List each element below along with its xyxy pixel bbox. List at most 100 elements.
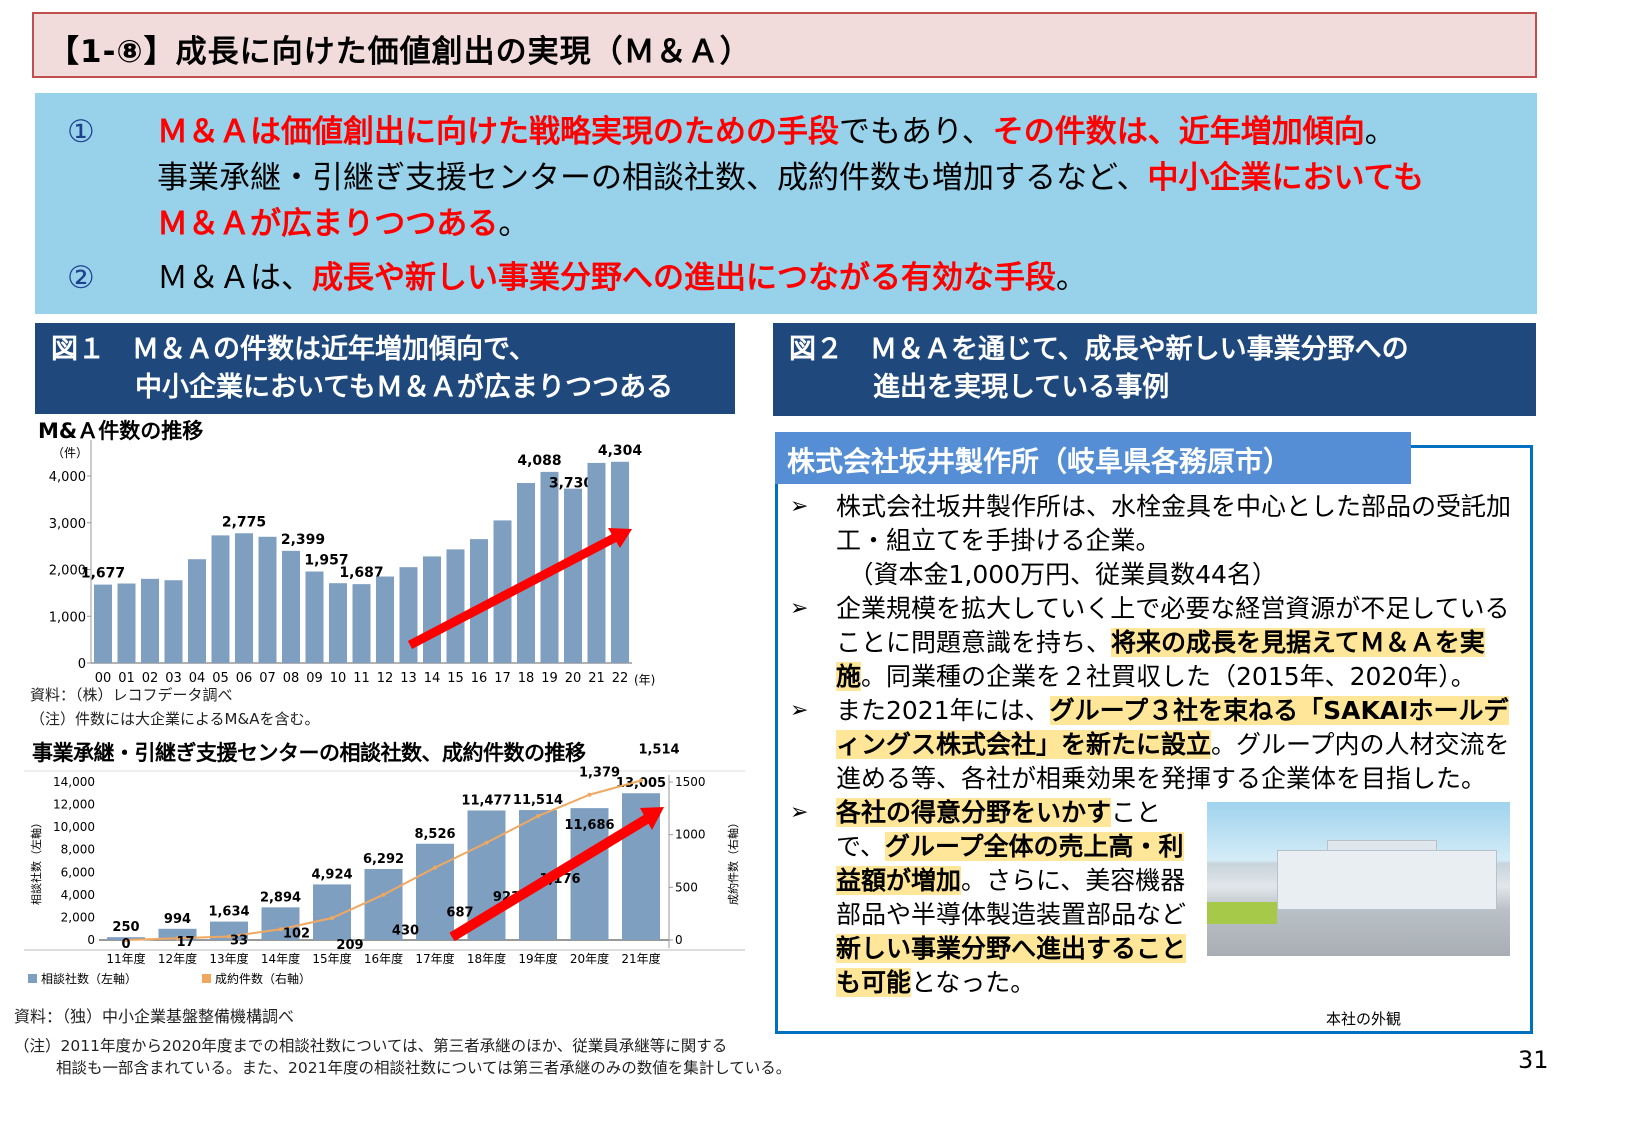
bar-data-label: 11,514	[513, 793, 563, 808]
right-tick-label: 1500	[675, 775, 706, 789]
bar	[141, 578, 159, 663]
summary-box: ① Ｍ＆Ａは価値創出に向けた戦略実現のための手段でもあり、その件数は、近年増加傾向…	[35, 93, 1537, 314]
left-tick-label: 4,000	[61, 888, 95, 902]
page-number: 31	[1518, 1046, 1549, 1074]
x-tick-label: 19年度	[518, 951, 557, 966]
highlighted-text: 各社の得意分野をいかす	[836, 798, 1112, 827]
case-bullet-text: 企業規模を拡大していく上で必要な経営資源が不足していることに問題意識を持ち、将来…	[836, 592, 1525, 694]
body-text: となった。	[911, 968, 1036, 997]
case-bullet-text: また2021年には、グループ３社を束ねる「SAKAIホールディングス株式会社」を…	[836, 694, 1525, 796]
bar	[470, 539, 488, 663]
line-data-label: 17	[176, 935, 194, 950]
y-axis-unit: （件）	[52, 446, 88, 460]
x-tick-label: 11年度	[106, 951, 145, 966]
x-tick-label: 15年度	[312, 951, 351, 966]
body-text: また2021年には、	[836, 696, 1050, 725]
chart2-note-line1: （注）2011年度から2020年度までの相談社数については、第三者承継のほか、従…	[14, 1037, 728, 1055]
x-tick-label: 13	[400, 671, 417, 686]
left-tick-label: 14,000	[53, 775, 95, 789]
bar-data-label: 11,686	[564, 818, 614, 833]
x-tick-label: 07	[259, 671, 276, 686]
x-tick-label: 13年度	[209, 951, 248, 966]
bar-data-label: 13,005	[616, 776, 666, 791]
x-tick-label: 05	[212, 671, 229, 686]
line-data-label: 33	[230, 934, 248, 949]
emphasis-text: Ｍ＆Ａが広まりつつある	[157, 206, 499, 242]
headquarters-photo	[1207, 802, 1510, 956]
trend-arrow-1	[407, 532, 621, 649]
bar	[376, 576, 394, 663]
chart2-source: 資料：（独）中小企業基盤整備機構調べ	[14, 1007, 295, 1026]
chart1-note: （注）件数には大企業によるM&Aを含む。	[30, 710, 320, 728]
data-label: 2,775	[222, 514, 266, 530]
emphasis-text: 中小企業においても	[1147, 160, 1424, 196]
x-tick-label: 12年度	[158, 951, 197, 966]
line-data-label: 1,514	[638, 743, 679, 758]
x-tick-label: 16年度	[364, 951, 403, 966]
bar	[517, 483, 535, 663]
x-tick-label: 14	[424, 671, 441, 686]
body-text: 企業規模を拡大していく上で必要な経営資源が不足していることに問題意識を持ち、	[836, 594, 1510, 657]
x-tick-label: 04	[189, 671, 206, 686]
slide-title: 【1-⑧】成長に向けた価値創出の実現（Ｍ＆Ａ）	[32, 12, 1537, 78]
summary-item-number: ①	[67, 114, 95, 150]
data-label: 2,399	[281, 532, 325, 548]
left-tick-label: 6,000	[61, 865, 95, 879]
figure1-header: 図１ Ｍ＆Ａの件数は近年増加傾向で、 中小企業においてもＭ＆Ａが広まりつつある	[35, 323, 735, 414]
bar-data-label: 2,894	[260, 890, 301, 905]
bar	[117, 583, 136, 663]
emphasis-text: 成長や新しい事業分野への進出につながる有効な手段	[312, 260, 1056, 296]
data-label: 4,088	[517, 453, 561, 469]
x-tick-label: 06	[236, 671, 253, 686]
trend-arrow-2	[449, 812, 653, 942]
bar	[364, 868, 403, 940]
line-point	[536, 814, 540, 819]
bar	[94, 584, 112, 663]
trend-arrow-2-head	[640, 807, 664, 830]
x-tick-label: 01	[118, 671, 135, 686]
bar	[570, 808, 609, 940]
line-point	[587, 792, 592, 797]
case-bullet: ➢ 企業規模を拡大していく上で必要な経営資源が不足していることに問題意識を持ち、将…	[790, 592, 1525, 694]
arrowhead-bullet-icon: ➢	[790, 698, 809, 723]
bar	[164, 580, 183, 663]
chart1-title: M&Ａ件数の推移	[38, 419, 204, 443]
x-tick-label: 03	[165, 671, 182, 686]
x-tick-label: 21	[588, 671, 605, 686]
x-tick-label: 20	[565, 671, 582, 686]
body-text: 。グループ内の人材交流を進める等、各社が相乗効果を発揮する企業体を目指した。	[836, 730, 1510, 793]
chart1-source: 資料：（株）レコフデータ調べ	[30, 686, 233, 704]
bar-data-label: 1,634	[208, 905, 249, 920]
summary-item-text: Ｍ＆Ａは価値創出に向けた戦略実現のための手段でもあり、その件数は、近年増加傾向。…	[157, 109, 1424, 247]
figure1-header-line2: 中小企業においてもＭ＆Ａが広まりつつある	[135, 372, 674, 403]
left-axis-title: 相談社数（左軸）	[29, 817, 43, 905]
body-text: （資本金1,000万円、従業員数44名）	[836, 560, 1277, 589]
emphasis-text: その件数は、近年増加傾向	[992, 114, 1365, 150]
line-point	[227, 934, 231, 939]
bar	[235, 533, 253, 663]
x-tick-label: 19	[541, 671, 558, 686]
summary-line: 事業承継・引継ぎ支援センターの相談社数、成約件数も増加するなど、中小企業において…	[157, 155, 1424, 201]
right-tick-label: 1000	[675, 828, 706, 842]
line-point	[484, 840, 489, 845]
summary-item-text: Ｍ＆Ａは、成長や新しい事業分野への進出につながる有効な手段。	[157, 255, 1087, 301]
arrowhead-bullet-icon: ➢	[790, 596, 809, 621]
case-study-header: 株式会社坂井製作所（岐阜県各務原市）	[775, 432, 1411, 484]
x-tick-label: 18年度	[467, 951, 506, 966]
line-point	[433, 865, 437, 870]
summary-item: ① Ｍ＆Ａは価値創出に向けた戦略実現のための手段でもあり、その件数は、近年増加傾向…	[65, 109, 1537, 247]
bar	[258, 536, 277, 663]
bar	[188, 559, 206, 663]
legend-swatch-line	[202, 974, 211, 983]
x-tick-label: 10	[330, 671, 347, 686]
line-data-label: 209	[336, 938, 363, 953]
case-study-body: ➢ 株式会社坂井製作所は、水栓金具を中心とした部品の受託加工・組立てを手掛ける企業…	[790, 490, 1525, 1000]
figure2-header-line1: 図２ Ｍ＆Ａを通じて、成長や新しい事業分野への	[789, 334, 1409, 365]
body-text: Ｍ＆Ａは、	[157, 260, 312, 296]
bar-data-label: 8,526	[414, 827, 455, 842]
bar	[158, 928, 197, 940]
data-label: 1,677	[81, 566, 125, 582]
body-text: 事業承継・引継ぎ支援センターの相談社数、成約件数も増加するなど、	[157, 160, 1148, 196]
bar	[352, 584, 371, 663]
